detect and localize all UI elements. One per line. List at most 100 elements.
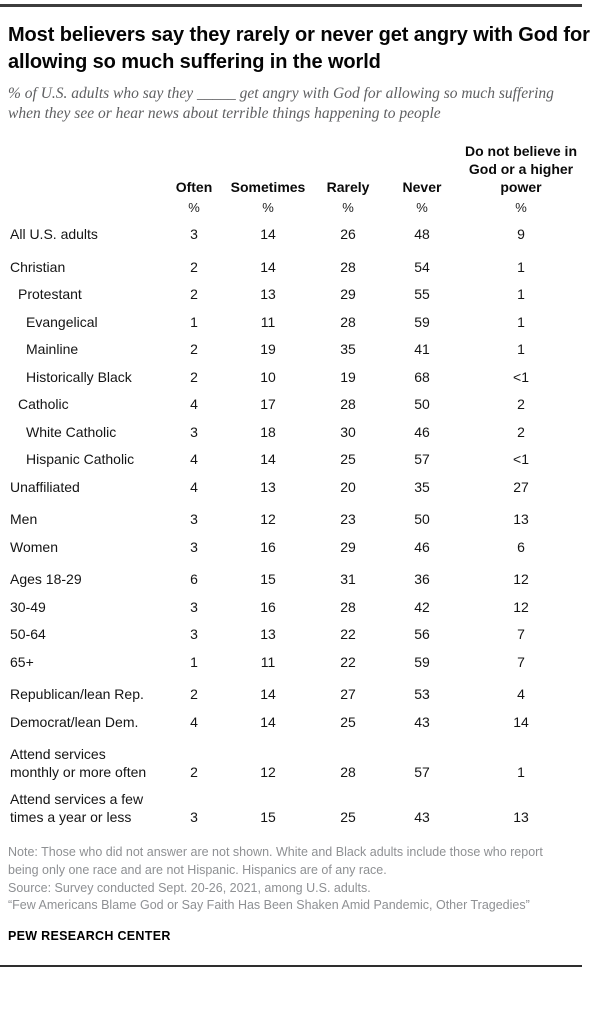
cell-value: 3 [190,626,198,643]
cell-value: 2 [517,396,525,413]
cell-value: 29 [340,538,356,555]
cell-value: 2 [190,763,198,780]
table-row: Catholic 4 17 28 50 2 [8,391,588,419]
table-row: Ages 18-29 6 15 31 36 12 [8,561,588,594]
percent-spacer [8,198,158,221]
source-text: Source: Survey conducted Sept. 20-26, 20… [8,880,371,895]
cell-value: 68 [414,368,430,385]
cell-value: 13 [513,808,529,825]
cell-value: 17 [260,396,276,413]
cell-value: 4 [517,686,525,703]
table-row: White Catholic 3 18 30 46 2 [8,419,588,447]
percent-symbol-row: % % % % % [8,198,588,221]
note-text: Note: Those who did not answer are not s… [8,845,543,877]
percent-symbol: % [342,200,354,216]
cell-value: 14 [260,686,276,703]
data-table: Often Sometimes Rarely Never Do not beli… [8,142,588,832]
row-label: Women [10,538,58,555]
cell-value: 10 [260,368,276,385]
cell-value: 15 [260,571,276,588]
cell-value: 2 [517,423,525,440]
cell-value: 28 [340,763,356,780]
cell-value: 4 [190,396,198,413]
percent-symbol: % [515,200,527,216]
table-row: Attend services a few times a year or le… [8,786,588,831]
cell-value: 1 [517,763,525,780]
row-label: Unaffiliated [10,478,80,495]
cell-value: 14 [260,451,276,468]
cell-value: <1 [513,451,529,468]
cell-value: 53 [414,686,430,703]
cell-value: 12 [513,571,529,588]
table-row: 30-49 3 16 28 42 12 [8,594,588,622]
cell-value: 2 [190,686,198,703]
row-label: 30-49 [10,598,46,615]
cell-value: 28 [340,313,356,330]
cell-value: 50 [414,396,430,413]
cell-value: 3 [190,598,198,615]
cell-value: 3 [190,538,198,555]
table-row: All U.S. adults 3 14 26 48 9 [8,221,588,249]
cell-value: 25 [340,808,356,825]
cell-value: 54 [414,258,430,275]
brand-wordmark: PEW RESEARCH CENTER [8,929,171,944]
cell-value: 11 [260,313,276,330]
cell-value: 55 [414,286,430,303]
pew-research-figure: Most believers say they rarely or never … [0,4,600,968]
row-label: Hispanic Catholic [26,451,135,468]
column-header-often: Often [175,178,213,195]
row-label: White Catholic [26,423,117,440]
cell-value: 28 [340,258,356,275]
cell-value: 22 [340,626,356,643]
cell-value: 13 [260,626,276,643]
table-row: 50-64 3 13 22 56 7 [8,621,588,649]
cell-value: 59 [414,653,430,670]
cell-value: 56 [414,626,430,643]
cell-value: 48 [414,226,430,243]
table-row: Protestant 2 13 29 55 1 [8,281,588,309]
table-row: Republican/lean Rep. 2 14 27 53 4 [8,676,588,709]
cell-value: 12 [260,763,276,780]
cell-value: 12 [260,511,276,528]
cell-value: 14 [260,226,276,243]
cell-value: 43 [414,808,430,825]
row-label-header [8,142,158,199]
cell-value: 59 [414,313,430,330]
column-header-sometimes: Sometimes [230,178,306,195]
cell-value: 46 [414,538,430,555]
row-label: 50-64 [10,626,46,643]
figure-content: Most believers say they rarely or never … [0,22,600,943]
row-label: Men [10,511,38,528]
cell-value: 6 [517,538,525,555]
cell-value: 22 [340,653,356,670]
row-label: Evangelical [26,313,98,330]
cell-value: 18 [260,423,276,440]
chart-title: Most believers say they rarely or never … [8,24,590,73]
cell-value: 3 [190,423,198,440]
cell-value: 23 [340,511,356,528]
table-row: Hispanic Catholic 4 14 25 57 <1 [8,446,588,474]
cell-value: 57 [414,451,430,468]
cell-value: 1 [190,653,198,670]
cell-value: 30 [340,423,356,440]
chart-subtitle: % of U.S. adults who say they _____ get … [8,85,554,122]
cell-value: 35 [340,341,356,358]
cell-value: 42 [414,598,430,615]
cell-value: 16 [260,598,276,615]
cell-value: 27 [513,478,529,495]
cell-value: 1 [190,313,198,330]
cell-value: 13 [260,286,276,303]
cell-value: 13 [260,478,276,495]
cell-value: 2 [190,286,198,303]
footnotes: Note: Those who did not answer are not s… [8,844,574,915]
cell-value: 25 [340,713,356,730]
table-row: Unaffiliated 4 13 20 35 27 [8,474,588,502]
bottom-rule [0,965,582,968]
cell-value: 3 [190,808,198,825]
row-label: Republican/lean Rep. [10,686,144,703]
cell-value: 7 [517,626,525,643]
row-label: Attend services a few times a year or le… [10,791,144,825]
cell-value: 57 [414,763,430,780]
cell-value: 43 [414,713,430,730]
cell-value: 2 [190,341,198,358]
